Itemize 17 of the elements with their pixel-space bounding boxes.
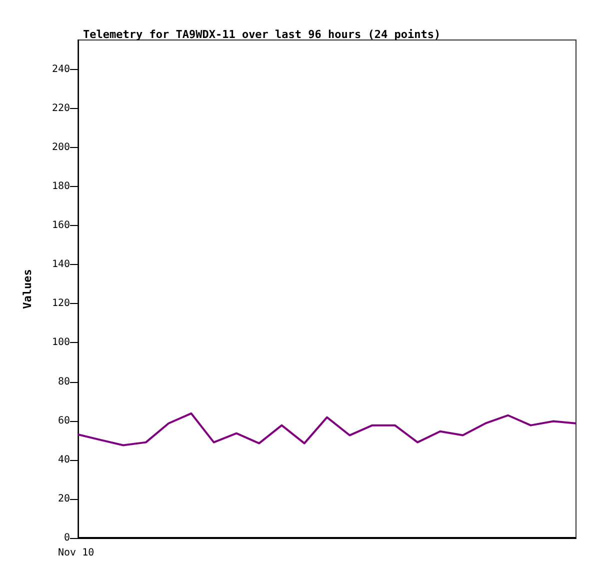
y-tick-label: 0 (64, 532, 70, 544)
text: Nov 10 (58, 548, 94, 558)
y-tick-label: 160 (52, 220, 70, 232)
y-tick-label: 140 (52, 259, 70, 270)
y-tick-label: 220 (52, 102, 70, 114)
y-tick-label: 100 (52, 337, 70, 348)
y-tick-label: 120 (52, 298, 70, 310)
chart-title: Telemetry for TA9WDX-11 over last 96 hours (24 points) (83, 28, 441, 41)
y-tick-label: 180 (52, 180, 70, 192)
y-axis-title: Values (21, 269, 34, 309)
y-tick-label: 20 (58, 493, 70, 504)
line-series (77, 412, 577, 446)
y-tick-label: 40 (58, 454, 70, 466)
y-tick-label: 200 (52, 142, 70, 153)
y-tick-label: 240 (52, 64, 70, 75)
y-tick-label: 60 (58, 415, 70, 426)
y-tick-label: 80 (58, 376, 70, 388)
